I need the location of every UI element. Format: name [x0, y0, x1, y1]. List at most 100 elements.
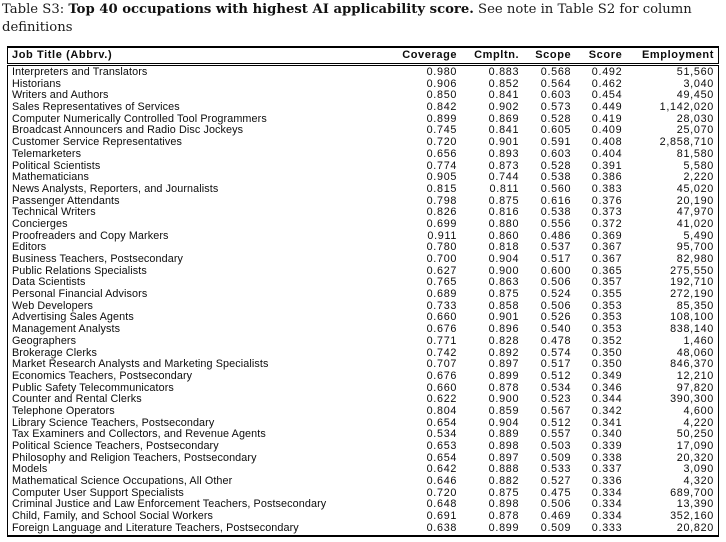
coverage-cell: 0.733	[426, 299, 458, 312]
employment-cell: 85,350	[676, 299, 714, 312]
coverage-cell: 0.742	[426, 346, 458, 359]
scope-cell: 0.517	[540, 358, 572, 371]
score-cell: 0.337	[591, 463, 623, 476]
coverage-cell: 0.911	[427, 229, 458, 242]
table-row: Telephone Operators 0.804 0.859 0.567 0.…	[8, 404, 719, 418]
coverage-cell: 0.842	[426, 101, 458, 114]
score-cell: 0.462	[591, 77, 623, 90]
employment-cell: 28,030	[676, 112, 714, 125]
caption-title: Top 40 occupations with highest AI appli…	[68, 2, 474, 17]
table-row: Telemarketers 0.656 0.893 0.603 0.404 81…	[8, 147, 719, 161]
table-row: Editors 0.780 0.818 0.537 0.367 95,700	[8, 242, 719, 254]
cmpltn-cell: 0.893	[488, 147, 520, 160]
score-cell: 0.408	[591, 136, 623, 149]
table-row: Economics Teachers, Postsecondary 0.676 …	[8, 369, 719, 383]
coverage-cell: 0.660	[426, 311, 458, 324]
job-title-cell: Tax Examiners and Collectors, and Revenu…	[12, 428, 266, 441]
cmpltn-cell: 0.852	[488, 77, 520, 90]
employment-cell: 81,580	[676, 147, 714, 160]
coverage-cell: 0.850	[426, 89, 458, 102]
table-row: Writers and Authors 0.850 0.841 0.603 0.…	[8, 90, 719, 102]
score-cell: 0.338	[591, 451, 623, 464]
cmpltn-cell: 0.858	[488, 299, 520, 312]
score-cell: 0.454	[591, 89, 623, 102]
job-title-cell: Business Teachers, Postsecondary	[12, 253, 184, 265]
scope-cell: 0.605	[540, 124, 572, 137]
table-row: Technical Writers 0.826 0.816 0.538 0.37…	[8, 207, 719, 219]
score-cell: 0.342	[591, 404, 623, 417]
score-cell: 0.386	[591, 171, 623, 184]
table-caption: Table S3: Top 40 occupations with highes…	[2, 1, 718, 36]
scope-cell: 0.603	[540, 89, 572, 102]
job-title-cell: Editors	[12, 241, 47, 254]
cmpltn-cell: 0.904	[488, 416, 520, 429]
coverage-cell: 0.815	[426, 182, 458, 195]
coverage-cell: 0.660	[426, 381, 458, 394]
table-row: Web Developers 0.733 0.858 0.506 0.353 8…	[8, 299, 719, 313]
employment-cell: 192,710	[670, 276, 714, 289]
employment-cell: 838,140	[670, 323, 714, 336]
table-row: Broadcast Announcers and Radio Disc Jock…	[8, 125, 719, 137]
scope-cell: 0.486	[540, 229, 572, 242]
score-cell: 0.391	[591, 159, 623, 172]
job-title-cell: Passenger Attendants	[12, 194, 120, 207]
employment-cell: 689,700	[670, 486, 714, 499]
cmpltn-cell: 0.900	[488, 264, 520, 277]
cmpltn-cell: 0.859	[488, 404, 520, 417]
scope-cell: 0.616	[540, 194, 572, 207]
table-row: Library Science Teachers, Postsecondary …	[8, 416, 719, 430]
cmpltn-cell: 0.897	[488, 451, 520, 464]
job-title-cell: Geographers	[12, 334, 77, 347]
employment-cell: 97,820	[676, 381, 714, 394]
table-row: Business Teachers, Postsecondary 0.700 0…	[8, 253, 719, 266]
employment-cell: 45,020	[676, 182, 714, 195]
job-title-cell: Interpreters and Translators	[12, 66, 148, 78]
score-cell: 0.357	[591, 276, 623, 289]
table-row: Computer Numerically Controlled Tool Pro…	[8, 112, 719, 126]
cmpltn-cell: 0.901	[488, 311, 520, 324]
job-title-cell: Writers and Authors	[12, 89, 109, 102]
job-title-cell: Economics Teachers, Postsecondary	[12, 369, 193, 382]
table-row: Foreign Language and Literature Teachers…	[8, 521, 719, 536]
table-row: Data Scientists 0.765 0.863 0.506 0.357 …	[8, 277, 719, 289]
scope-cell: 0.512	[540, 369, 572, 382]
cmpltn-cell: 0.902	[488, 101, 520, 114]
score-cell: 0.365	[591, 264, 623, 277]
job-title-cell: Sales Representatives of Services	[12, 101, 180, 114]
scope-cell: 0.523	[540, 393, 572, 406]
scope-cell: 0.475	[540, 486, 572, 499]
score-cell: 0.372	[591, 217, 623, 230]
score-cell: 0.334	[591, 486, 623, 499]
scope-cell: 0.506	[540, 498, 572, 511]
table-row: Brokerage Clerks 0.742 0.892 0.574 0.350…	[8, 346, 719, 360]
employment-cell: 2,858,710	[659, 136, 714, 149]
coverage-cell: 0.906	[426, 77, 458, 90]
table-row: Political Scientists 0.774 0.873 0.528 0…	[8, 159, 719, 173]
score-cell: 0.367	[591, 241, 623, 254]
coverage-cell: 0.676	[426, 323, 458, 336]
coverage-cell: 0.653	[426, 440, 458, 452]
coverage-cell: 0.899	[426, 112, 458, 125]
employment-cell: 20,320	[676, 451, 714, 464]
cmpltn-cell: 0.869	[488, 112, 520, 125]
job-title-cell: Library Science Teachers, Postsecondary	[12, 416, 215, 429]
table-row: Passenger Attendants 0.798 0.875 0.616 0…	[8, 194, 719, 208]
table-row: Proofreaders and Copy Markers 0.911 0.86…	[8, 229, 719, 243]
score-cell: 0.334	[591, 498, 623, 511]
score-cell: 0.449	[591, 101, 623, 114]
employment-cell: 2,220	[683, 171, 714, 184]
score-cell: 0.334	[591, 510, 623, 523]
table-row: Child, Family, and School Social Workers…	[8, 510, 719, 523]
coverage-cell: 0.699	[426, 217, 458, 230]
coverage-cell: 0.804	[426, 404, 458, 417]
job-title-cell: Advertising Sales Agents	[12, 311, 134, 324]
caption-label: Table S3:	[2, 2, 65, 17]
job-title-cell: Mathematicians	[12, 171, 90, 184]
scope-cell: 0.527	[540, 475, 572, 488]
cmpltn-cell: 0.818	[488, 241, 520, 254]
job-title-cell: Philosophy and Religion Teachers, Postse…	[12, 451, 257, 464]
scope-cell: 0.538	[540, 171, 572, 184]
table-row: Counter and Rental Clerks 0.622 0.900 0.…	[8, 394, 719, 406]
job-title-cell: Concierges	[12, 217, 68, 230]
coverage-cell: 0.638	[426, 521, 458, 534]
